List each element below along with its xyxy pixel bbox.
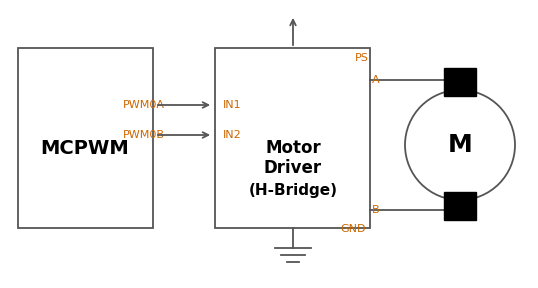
- Text: IN1: IN1: [223, 100, 242, 110]
- Text: GND: GND: [340, 224, 365, 234]
- Text: MCPWM: MCPWM: [41, 139, 129, 158]
- Bar: [444, 68, 476, 96]
- Bar: [18, 48, 153, 228]
- Circle shape: [405, 90, 515, 200]
- Text: M: M: [448, 133, 472, 157]
- Text: Driver: Driver: [264, 159, 322, 177]
- Bar: [215, 48, 370, 228]
- Text: PS: PS: [355, 53, 369, 63]
- Bar: [444, 192, 476, 220]
- Text: PWM0A: PWM0A: [123, 100, 165, 110]
- Text: Motor: Motor: [265, 139, 321, 157]
- Text: B: B: [372, 205, 380, 215]
- Text: (H-Bridge): (H-Bridge): [249, 183, 337, 198]
- Text: IN2: IN2: [223, 130, 242, 140]
- Text: A: A: [372, 75, 380, 85]
- Text: PWM0B: PWM0B: [123, 130, 165, 140]
